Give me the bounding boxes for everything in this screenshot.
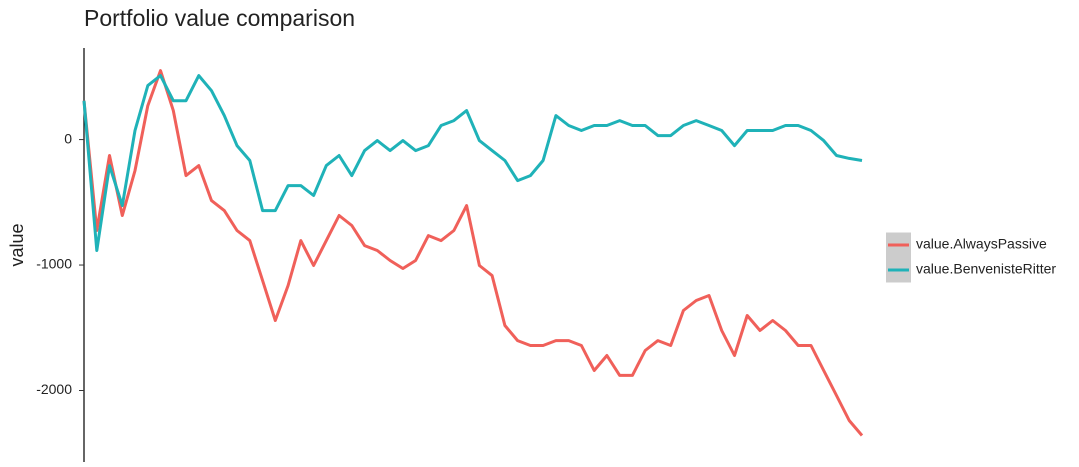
chart-title: Portfolio value comparison (84, 5, 355, 31)
series-line (82, 69, 864, 437)
series-line (82, 74, 863, 252)
y-tick-label: -1000 (36, 256, 72, 272)
legend-label: value.BenvenisteRitter (916, 261, 1056, 277)
legend-label: value.AlwaysPassive (916, 236, 1047, 252)
y-axis-label: value (7, 223, 27, 266)
y-tick-label: -2000 (36, 381, 72, 397)
y-tick-label: 0 (64, 130, 72, 146)
